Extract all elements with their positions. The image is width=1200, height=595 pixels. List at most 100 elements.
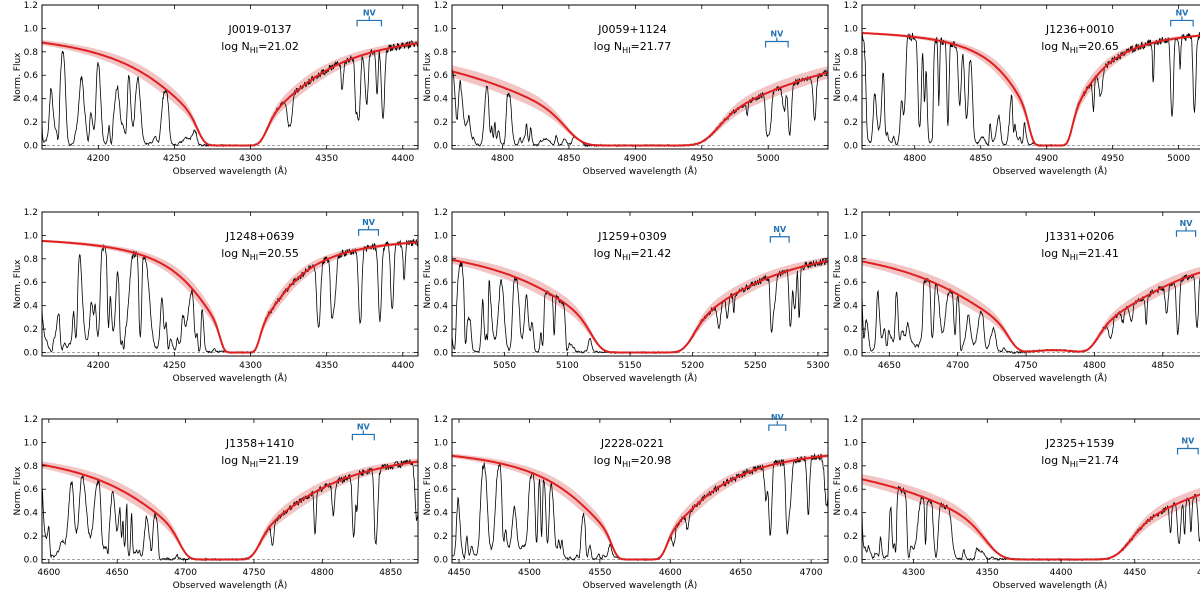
y-tick-label: 0.0 [434, 555, 449, 565]
qso-name: J1236+0010 [1045, 23, 1114, 36]
nv-doublet-marker [764, 37, 789, 48]
nv-doublet-marker [358, 225, 380, 236]
nv-doublet-marker [1170, 16, 1194, 27]
x-tick-label: 5200 [681, 361, 704, 371]
x-tick-label: 4300 [239, 154, 262, 164]
x-axis-label: Observed wavelength (Å) [583, 579, 698, 591]
y-tick-label: 0.8 [844, 462, 859, 472]
y-tick-label: 0.0 [844, 348, 859, 358]
y-tick-label: 0.8 [844, 48, 859, 58]
x-tick-label: 4800 [311, 568, 334, 578]
y-axis-label: Norm. Flux [833, 259, 843, 309]
y-tick-label: 0.2 [844, 532, 858, 542]
nv-label: NV [770, 29, 784, 38]
x-axis-label: Observed wavelength (Å) [583, 372, 698, 384]
x-tick-label: 4500 [1197, 568, 1200, 578]
panel-J1236+0010: 0.0 0.2 0.4 0.6 0.8 1.0 1.2 4800 4850 4900 4950 500… [833, 1, 1200, 177]
panel-J1248+0639: 0.0 0.2 0.4 0.6 0.8 1.0 1.2 4200 4250 4300 4350 440… [13, 208, 419, 384]
y-tick-label: 0.8 [434, 462, 449, 472]
log-nhi-label: log NHI=21.02 [221, 40, 299, 55]
x-tick-label: 4350 [976, 568, 999, 578]
log-nhi-label: log NHI=21.19 [221, 454, 299, 469]
panel-J1259+0309: 0.0 0.2 0.4 0.6 0.8 1.0 1.2 5050 5100 5150 5200 525… [423, 208, 830, 384]
x-tick-label: 4450 [448, 568, 471, 578]
dla-fit-line [862, 32, 1200, 147]
nv-doublet-marker [351, 430, 375, 441]
fit-uncertainty-band [452, 256, 828, 353]
y-tick-label: 0.4 [434, 509, 449, 519]
x-tick-label: 4350 [315, 361, 338, 371]
y-tick-label: 0.0 [24, 348, 39, 358]
y-tick-label: 0.0 [434, 348, 449, 358]
x-tick-label: 5000 [757, 154, 780, 164]
y-tick-label: 0.4 [434, 302, 449, 312]
x-tick-label: 5150 [619, 361, 642, 371]
y-tick-label: 0.0 [434, 141, 449, 151]
x-tick-label: 4950 [1101, 154, 1124, 164]
y-tick-label: 1.0 [434, 24, 449, 34]
plot-frame [861, 4, 1200, 150]
dla-fit-line [42, 240, 418, 354]
dla-fit-line [452, 454, 828, 561]
nv-label: NV [1181, 436, 1195, 445]
y-tick-label: 0.2 [24, 532, 38, 542]
y-axis-label: Norm. Flux [13, 52, 23, 102]
plot-frame [41, 4, 419, 150]
y-tick-label: 0.8 [844, 255, 859, 265]
y-tick-label: 0.8 [24, 255, 39, 265]
panel-J2228-0221: 0.0 0.2 0.4 0.6 0.8 1.0 1.2 4450 4500 4550 4600 465… [423, 413, 829, 591]
x-axis-label: Observed wavelength (Å) [583, 165, 698, 177]
x-tick-label: 4900 [1035, 154, 1058, 164]
x-tick-label: 4750 [242, 568, 265, 578]
y-tick-label: 1.0 [24, 24, 39, 34]
y-tick-label: 0.8 [434, 255, 449, 265]
y-tick-label: 0.4 [844, 95, 859, 105]
x-tick-label: 4750 [1015, 361, 1038, 371]
dla-fit-line [862, 478, 1200, 561]
y-axis-label: Norm. Flux [13, 259, 23, 309]
y-tick-label: 0.6 [24, 71, 39, 81]
x-tick-label: 4850 [379, 568, 402, 578]
x-tick-label: 4450 [1123, 568, 1146, 578]
y-axis-label: Norm. Flux [423, 466, 433, 516]
panel-J1331+0206: 0.0 0.2 0.4 0.6 0.8 1.0 1.2 4650 4700 4750 4800 485… [833, 208, 1200, 384]
nv-doublet-marker [768, 421, 787, 432]
x-tick-label: 4350 [315, 154, 338, 164]
plot-frame [451, 418, 829, 564]
nv-doublet-marker [769, 232, 790, 243]
y-tick-label: 1.2 [434, 208, 448, 218]
x-tick-label: 5050 [493, 361, 516, 371]
y-tick-label: 1.2 [434, 415, 448, 425]
qso-name: J1358+1410 [225, 437, 294, 450]
x-tick-label: 4600 [37, 568, 60, 578]
panel-J2325+1539: 0.0 0.2 0.4 0.6 0.8 1.0 1.2 4300 4350 4400 4450 450… [833, 415, 1200, 591]
y-tick-label: 1.2 [24, 415, 38, 425]
nv-label: NV [362, 218, 376, 227]
nv-doublet-marker [1176, 444, 1199, 455]
log-nhi-label: log NHI=20.98 [594, 454, 672, 469]
dla-fit-line [452, 70, 828, 147]
x-axis-label: Observed wavelength (Å) [173, 165, 288, 177]
dla-fit-line [452, 259, 828, 354]
y-tick-label: 0.4 [24, 95, 39, 105]
y-tick-label: 0.2 [434, 118, 448, 128]
fit-uncertainty-band [42, 458, 418, 560]
qso-name: J1248+0639 [225, 230, 294, 243]
x-tick-label: 4700 [946, 361, 969, 371]
qso-name: J1259+0309 [597, 230, 666, 243]
x-tick-label: 4800 [903, 154, 926, 164]
y-tick-label: 0.6 [434, 278, 449, 288]
y-tick-label: 0.2 [844, 118, 858, 128]
plot-frame [451, 211, 829, 357]
x-tick-label: 4600 [659, 568, 682, 578]
y-tick-label: 0.2 [24, 118, 38, 128]
y-tick-label: 1.2 [844, 208, 858, 218]
y-tick-label: 0.4 [844, 509, 859, 519]
nv-label: NV [1180, 219, 1194, 228]
y-tick-label: 1.0 [844, 438, 859, 448]
x-tick-label: 4400 [391, 361, 414, 371]
x-tick-label: 4300 [902, 568, 925, 578]
plot-frame [41, 211, 419, 357]
y-tick-label: 0.8 [24, 462, 39, 472]
